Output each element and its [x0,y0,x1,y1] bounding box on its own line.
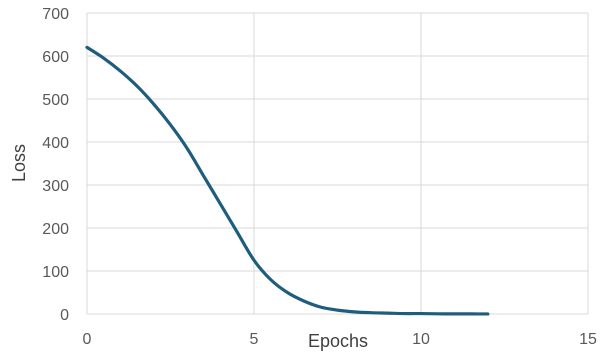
y-tick-label: 100 [42,264,69,281]
tick-labels: 0 100 200 300 400 500 600 700 0 5 10 15 [42,6,597,348]
x-tick-label: 15 [579,331,597,348]
y-tick-label: 400 [42,135,69,152]
y-tick-label: 500 [42,92,69,109]
x-tick-label: 0 [83,331,92,348]
x-axis-label: Epochs [308,331,368,351]
x-tick-label: 10 [412,331,430,348]
y-tick-label: 300 [42,178,69,195]
y-tick-label: 600 [42,49,69,66]
gridlines [86,12,589,315]
x-tick-label: 5 [250,331,259,348]
y-tick-label: 700 [42,6,69,23]
series-lines [85,45,490,316]
y-tick-label: 0 [60,307,69,324]
y-tick-label: 200 [42,221,69,238]
loss-series-line [85,45,490,316]
y-axis-label: Loss [9,144,29,182]
